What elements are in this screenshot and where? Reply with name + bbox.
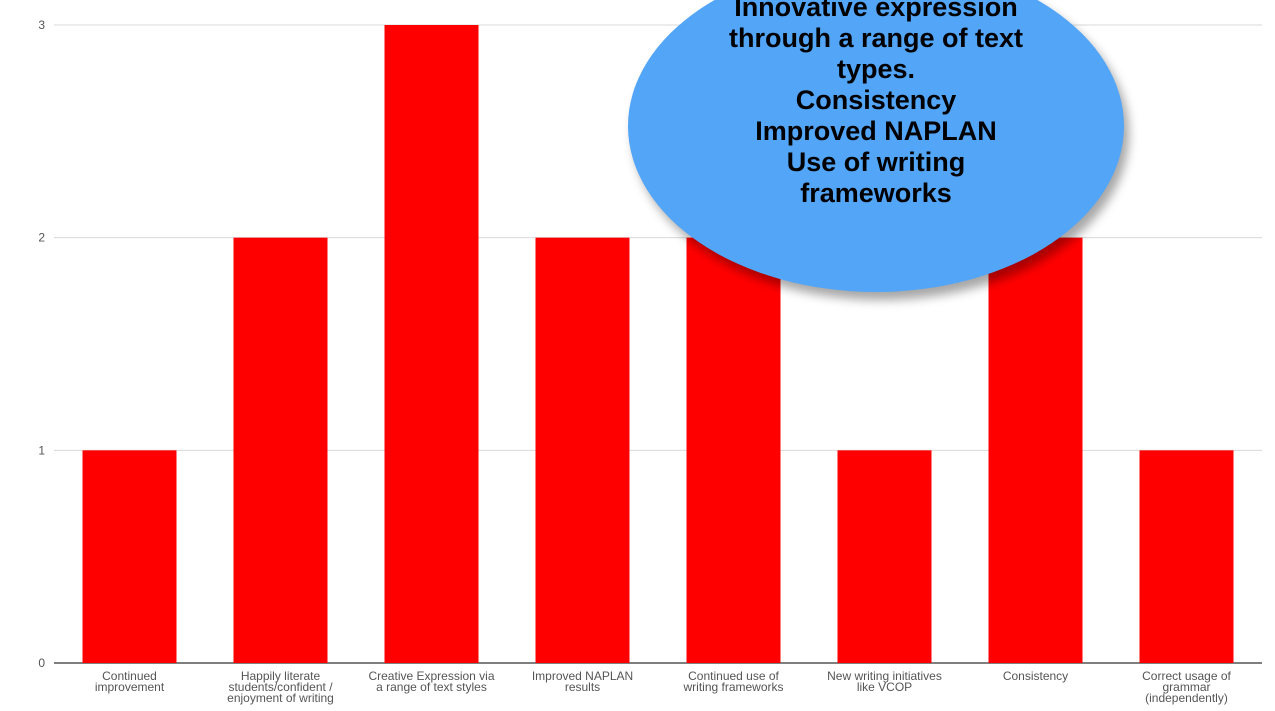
x-tick-label-line: (independently)	[1145, 691, 1228, 705]
y-tick-label: 3	[38, 18, 45, 32]
x-tick-label-line: grammar	[1162, 680, 1210, 694]
x-tick-label-line: Happily literate	[241, 669, 321, 683]
y-tick-label: 1	[38, 443, 45, 457]
x-tick-label-line: Continued	[102, 669, 157, 683]
x-tick-label: Creative Expression via a range of text s…	[368, 669, 494, 694]
x-tick-label-line: a range of text styles	[376, 680, 487, 694]
x-tick-label-line: results	[565, 680, 600, 694]
x-tick-label-line: Consistency	[1003, 669, 1068, 683]
callout-line: Innovative expression	[734, 0, 1018, 22]
x-tick-label: Consistency	[1003, 669, 1068, 683]
bar	[82, 450, 177, 663]
x-tick-label-line: New writing initiatives	[827, 669, 942, 683]
callout-line: through a range of text	[728, 23, 1023, 53]
x-axis-labels: Continued improvement Happily literate stud…	[95, 669, 1232, 705]
bar	[535, 237, 630, 663]
callout-line: types.	[836, 54, 916, 84]
x-tick-label-line: Improved NAPLAN	[532, 669, 633, 683]
x-tick-label: Improved NAPLAN results	[532, 669, 633, 694]
bar	[686, 237, 781, 663]
x-tick-label: Happily literate students/confident / enjo…	[227, 669, 334, 705]
bar	[1139, 450, 1234, 663]
callout-bubble	[628, 0, 1124, 292]
x-tick-label-line: Creative Expression via	[368, 669, 494, 683]
bar	[988, 237, 1083, 663]
x-tick-label-line: enjoyment of writing	[227, 691, 334, 705]
x-tick-label-line: writing frameworks	[682, 680, 783, 694]
x-tick-label: Correct usage of grammar (independently)	[1142, 669, 1231, 705]
callout-line: frameworks	[800, 178, 952, 208]
bar	[837, 450, 932, 663]
x-tick-label: New writing initiatives like VCOP	[827, 669, 942, 694]
x-tick-label-line: like VCOP	[857, 680, 912, 694]
bars	[82, 25, 1234, 663]
callout-line: Consistency	[795, 85, 957, 115]
y-tick-label: 2	[38, 231, 45, 245]
callout-line: Improved NAPLAN	[755, 116, 997, 146]
x-tick-label: Continued use of writing frameworks	[682, 669, 783, 694]
callout-line: Use of writing	[786, 147, 966, 177]
bar	[233, 237, 328, 663]
x-tick-label-line: Continued use of	[688, 669, 779, 683]
x-tick-label-line: improvement	[95, 680, 165, 694]
bar	[384, 25, 479, 663]
x-tick-label: Continued improvement	[95, 669, 165, 694]
x-tick-label-line: Correct usage of	[1142, 669, 1231, 683]
x-tick-label-line: students/confident /	[228, 680, 333, 694]
y-axis-ticks: 0 1 2 3	[38, 18, 45, 670]
callout-text: Innovative expression through a range of…	[628, 0, 1124, 209]
y-tick-label: 0	[38, 656, 45, 670]
